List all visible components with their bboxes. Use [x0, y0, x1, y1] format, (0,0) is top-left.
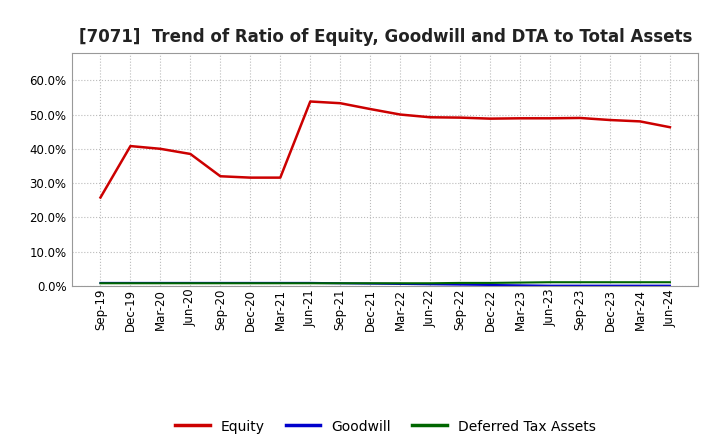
- Goodwill: [366, 281, 374, 286]
- Equity: [276, 175, 284, 180]
- Goodwill: [516, 282, 524, 288]
- Deferred Tax Assets: [216, 281, 225, 286]
- Deferred Tax Assets: [276, 281, 284, 286]
- Goodwill: [396, 281, 405, 286]
- Deferred Tax Assets: [606, 279, 614, 285]
- Legend: Equity, Goodwill, Deferred Tax Assets: Equity, Goodwill, Deferred Tax Assets: [169, 414, 601, 439]
- Deferred Tax Assets: [456, 280, 464, 286]
- Deferred Tax Assets: [156, 281, 165, 286]
- Deferred Tax Assets: [186, 281, 194, 286]
- Title: [7071]  Trend of Ratio of Equity, Goodwill and DTA to Total Assets: [7071] Trend of Ratio of Equity, Goodwil…: [78, 28, 692, 46]
- Goodwill: [546, 283, 554, 288]
- Line: Goodwill: Goodwill: [101, 283, 670, 286]
- Goodwill: [606, 283, 614, 288]
- Equity: [186, 151, 194, 157]
- Goodwill: [276, 280, 284, 286]
- Deferred Tax Assets: [665, 279, 674, 285]
- Equity: [306, 99, 315, 104]
- Equity: [576, 115, 585, 121]
- Deferred Tax Assets: [336, 281, 345, 286]
- Deferred Tax Assets: [576, 279, 585, 285]
- Goodwill: [306, 280, 315, 286]
- Equity: [426, 115, 434, 120]
- Equity: [336, 101, 345, 106]
- Goodwill: [336, 281, 345, 286]
- Equity: [366, 106, 374, 112]
- Deferred Tax Assets: [246, 281, 255, 286]
- Goodwill: [96, 280, 105, 286]
- Deferred Tax Assets: [516, 280, 524, 285]
- Goodwill: [126, 280, 135, 286]
- Deferred Tax Assets: [96, 281, 105, 286]
- Goodwill: [576, 283, 585, 288]
- Goodwill: [636, 283, 644, 288]
- Goodwill: [186, 280, 194, 286]
- Line: Equity: Equity: [101, 102, 670, 198]
- Goodwill: [156, 280, 165, 286]
- Equity: [396, 112, 405, 117]
- Deferred Tax Assets: [306, 281, 315, 286]
- Equity: [96, 195, 105, 200]
- Equity: [516, 116, 524, 121]
- Goodwill: [216, 280, 225, 286]
- Deferred Tax Assets: [396, 281, 405, 286]
- Goodwill: [456, 282, 464, 287]
- Goodwill: [486, 282, 495, 288]
- Deferred Tax Assets: [126, 281, 135, 286]
- Equity: [456, 115, 464, 120]
- Equity: [636, 119, 644, 124]
- Goodwill: [665, 283, 674, 288]
- Deferred Tax Assets: [486, 280, 495, 286]
- Equity: [546, 116, 554, 121]
- Equity: [606, 117, 614, 123]
- Equity: [246, 175, 255, 180]
- Equity: [216, 174, 225, 179]
- Equity: [486, 116, 495, 121]
- Deferred Tax Assets: [366, 281, 374, 286]
- Line: Deferred Tax Assets: Deferred Tax Assets: [101, 282, 670, 283]
- Deferred Tax Assets: [546, 279, 554, 285]
- Goodwill: [246, 280, 255, 286]
- Deferred Tax Assets: [426, 281, 434, 286]
- Equity: [126, 143, 135, 149]
- Goodwill: [426, 282, 434, 287]
- Equity: [665, 125, 674, 130]
- Deferred Tax Assets: [636, 279, 644, 285]
- Equity: [156, 146, 165, 151]
